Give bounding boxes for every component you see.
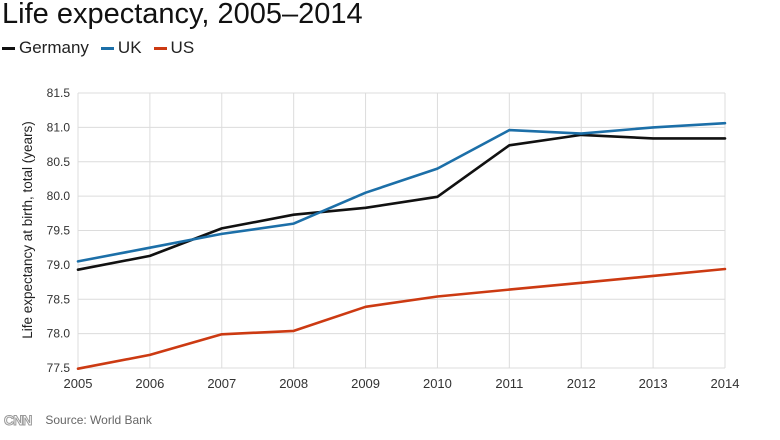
- legend-item-us: US: [153, 38, 195, 58]
- x-tick-label: 2014: [711, 376, 740, 391]
- y-tick-label: 80.0: [47, 189, 71, 203]
- series-line-us: [76, 267, 727, 371]
- legend-swatch: [100, 46, 114, 50]
- x-tick-label: 2012: [567, 376, 596, 391]
- grid-lines: [77, 92, 726, 369]
- y-axis-label: Life expectancy at birth, total (years): [20, 121, 35, 339]
- series-line-germany: [76, 133, 727, 272]
- x-tick-label: 2005: [64, 376, 93, 391]
- legend: Germany UK US: [2, 38, 206, 58]
- chart-title: Life expectancy, 2005–2014: [2, 0, 363, 30]
- x-tick-label: 2008: [279, 376, 308, 391]
- x-axis-ticks: 2005 2006 2007 2008 2009 2010 2011 2012 2013 2014: [64, 376, 740, 391]
- y-tick-label: 78.5: [47, 292, 71, 306]
- y-tick-label: 81.5: [47, 86, 71, 100]
- source-note: Source: World Bank: [45, 413, 152, 427]
- y-tick-label: 77.5: [47, 361, 71, 375]
- legend-item-germany: Germany: [2, 38, 89, 58]
- y-tick-label: 78.0: [47, 327, 71, 341]
- legend-swatch: [153, 46, 167, 50]
- x-tick-label: 2006: [135, 376, 164, 391]
- footer: CNN Source: World Bank: [3, 412, 152, 429]
- x-tick-label: 2007: [207, 376, 236, 391]
- x-tick-label: 2010: [423, 376, 452, 391]
- y-tick-label: 79.0: [47, 258, 71, 272]
- series-lines: [76, 121, 727, 371]
- y-tick-label: 80.5: [47, 155, 71, 169]
- x-tick-label: 2013: [639, 376, 668, 391]
- legend-swatch: [2, 46, 15, 50]
- y-tick-label: 81.0: [47, 120, 71, 134]
- legend-item-uk: UK: [100, 38, 142, 58]
- y-axis-ticks: 77.5 78.0 78.5 79.0 79.5 80.0 80.5 81.0 81.5: [47, 86, 71, 375]
- legend-label: UK: [117, 38, 142, 57]
- x-tick-label: 2009: [351, 376, 380, 391]
- legend-label: Germany: [19, 38, 89, 57]
- legend-label: US: [170, 38, 195, 57]
- series-line-uk: [76, 121, 727, 263]
- x-tick-label: 2011: [495, 376, 523, 391]
- cnn-logo: CNN: [3, 412, 32, 429]
- y-tick-label: 79.5: [47, 224, 71, 238]
